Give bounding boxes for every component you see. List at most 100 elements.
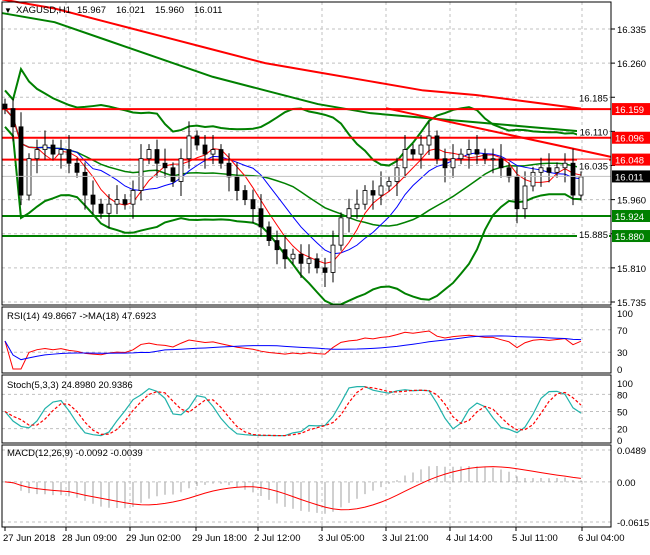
- y-tick-label-bg: [577, 125, 609, 137]
- stoch-panel[interactable]: [4, 386, 582, 437]
- resistance-level-label: 16.096: [615, 134, 644, 145]
- candle-body: [434, 135, 440, 160]
- current-price-tag: [612, 170, 650, 183]
- rsi-tick-label: 0: [617, 365, 622, 376]
- support-level-label: 15.880: [615, 232, 644, 243]
- candle-body: [130, 190, 136, 205]
- support-level-tag: [612, 210, 650, 223]
- y-tick-label-bg: [577, 227, 609, 239]
- candle-body: [426, 135, 432, 146]
- y-tick-label: 15.735: [617, 298, 646, 309]
- candle-body: [34, 149, 40, 160]
- candle-body: [482, 153, 488, 160]
- y-tick-label: 15.960: [617, 196, 646, 207]
- candle-body: [90, 194, 96, 205]
- macd-panel[interactable]: [4, 465, 582, 514]
- candle-body: [106, 203, 112, 214]
- stoch-tick-label: 100: [617, 379, 633, 390]
- candle-body: [506, 167, 512, 178]
- macd-tick-label: 0.00: [617, 478, 636, 489]
- candle-body: [466, 149, 472, 155]
- support-level-tag: [612, 230, 650, 243]
- candle-body: [250, 199, 256, 210]
- y-tick-label: 16.185: [579, 93, 608, 104]
- rsi-ma-line: [4, 335, 582, 361]
- macd-tick-label: -0.0615: [617, 518, 649, 529]
- ma-slow-line: [4, 108, 582, 255]
- symbol-label: XAGUSD,H1: [16, 5, 71, 16]
- long-ma-red-line: [1, 0, 582, 110]
- rsi-tick-label: 100: [617, 309, 633, 320]
- candle-body: [530, 171, 536, 187]
- candle-body: [498, 158, 504, 169]
- y-tick-label: 16.035: [579, 162, 608, 173]
- y-tick-label-bg: [577, 159, 609, 171]
- candle-body: [538, 167, 544, 173]
- candle-body: [386, 181, 392, 187]
- panel-frame: [1, 306, 612, 374]
- candle-body: [138, 158, 144, 191]
- panel-frame: [1, 374, 612, 444]
- candle-body: [354, 203, 360, 210]
- candle-body: [554, 167, 560, 173]
- candle-body: [58, 149, 64, 155]
- dropdown-triangle-icon[interactable]: ▼: [4, 6, 12, 15]
- candle-body: [410, 149, 416, 155]
- panel-frame: [1, 444, 612, 528]
- y-tick-label-bg: [577, 91, 609, 103]
- candle-body: [146, 149, 152, 160]
- resistance-level-label: 16.048: [615, 156, 644, 167]
- candle-body: [202, 144, 208, 155]
- candle-body: [282, 249, 288, 260]
- bollinger-middle-line: [4, 108, 582, 227]
- candle-body: [266, 226, 272, 241]
- close-value: 16.011: [194, 5, 222, 16]
- y-tick-label: 15.885: [579, 230, 608, 241]
- price-panel[interactable]: [1, 0, 612, 306]
- candle-body: [66, 149, 72, 164]
- macd-signal-line: [4, 466, 582, 511]
- y-tick-label: 16.335: [617, 25, 646, 36]
- stoch-tick-label: 50: [617, 408, 628, 419]
- y-tick-label: 15.810: [617, 264, 646, 275]
- current-price-label: 16.011: [615, 172, 643, 183]
- candle-body: [114, 199, 120, 205]
- candle-body: [522, 185, 528, 210]
- candle-body: [170, 167, 176, 182]
- open-value: 15.967: [77, 5, 106, 16]
- candle-body: [346, 208, 352, 219]
- panel-frame: [1, 1, 612, 306]
- grid: [2, 2, 611, 527]
- resistance-level-label: 16.159: [615, 105, 644, 116]
- candle-body: [298, 253, 304, 264]
- candle-body: [98, 203, 104, 214]
- candle-body: [402, 149, 408, 169]
- candle-body: [330, 244, 336, 273]
- rsi-tick-label: 30: [617, 348, 628, 359]
- stoch-signal-line: [4, 386, 582, 437]
- candle-body: [226, 162, 232, 178]
- stoch-tick-label: 0: [617, 436, 622, 447]
- rsi-panel[interactable]: [4, 330, 582, 370]
- low-value: 15.960: [155, 5, 184, 16]
- rsi-label: RSI(14) 49.8667 ->MA(18) 47.6923: [7, 311, 156, 322]
- candle-body: [242, 190, 248, 201]
- candle-body: [394, 167, 400, 182]
- candle-body: [74, 162, 80, 173]
- candle-body: [370, 190, 376, 196]
- high-value: 16.021: [116, 5, 145, 16]
- candle-body: [458, 153, 464, 160]
- candle-body: [490, 158, 496, 161]
- macd-label: MACD(12,26,9) -0.0092 -0.0039: [7, 448, 143, 459]
- stoch-label: Stoch(5,3,3) 24.8980 20.9386: [7, 380, 133, 391]
- candle-body: [186, 135, 192, 160]
- support-level-label: 15.924: [615, 212, 644, 223]
- candle-body: [474, 149, 480, 155]
- candle-body: [82, 171, 88, 196]
- candle-body: [418, 144, 424, 155]
- candle-body: [450, 158, 456, 169]
- candle-body: [162, 162, 168, 169]
- x-tick-label: 3 Jul 21:00: [382, 533, 428, 544]
- resistance-level-tag: [612, 153, 650, 166]
